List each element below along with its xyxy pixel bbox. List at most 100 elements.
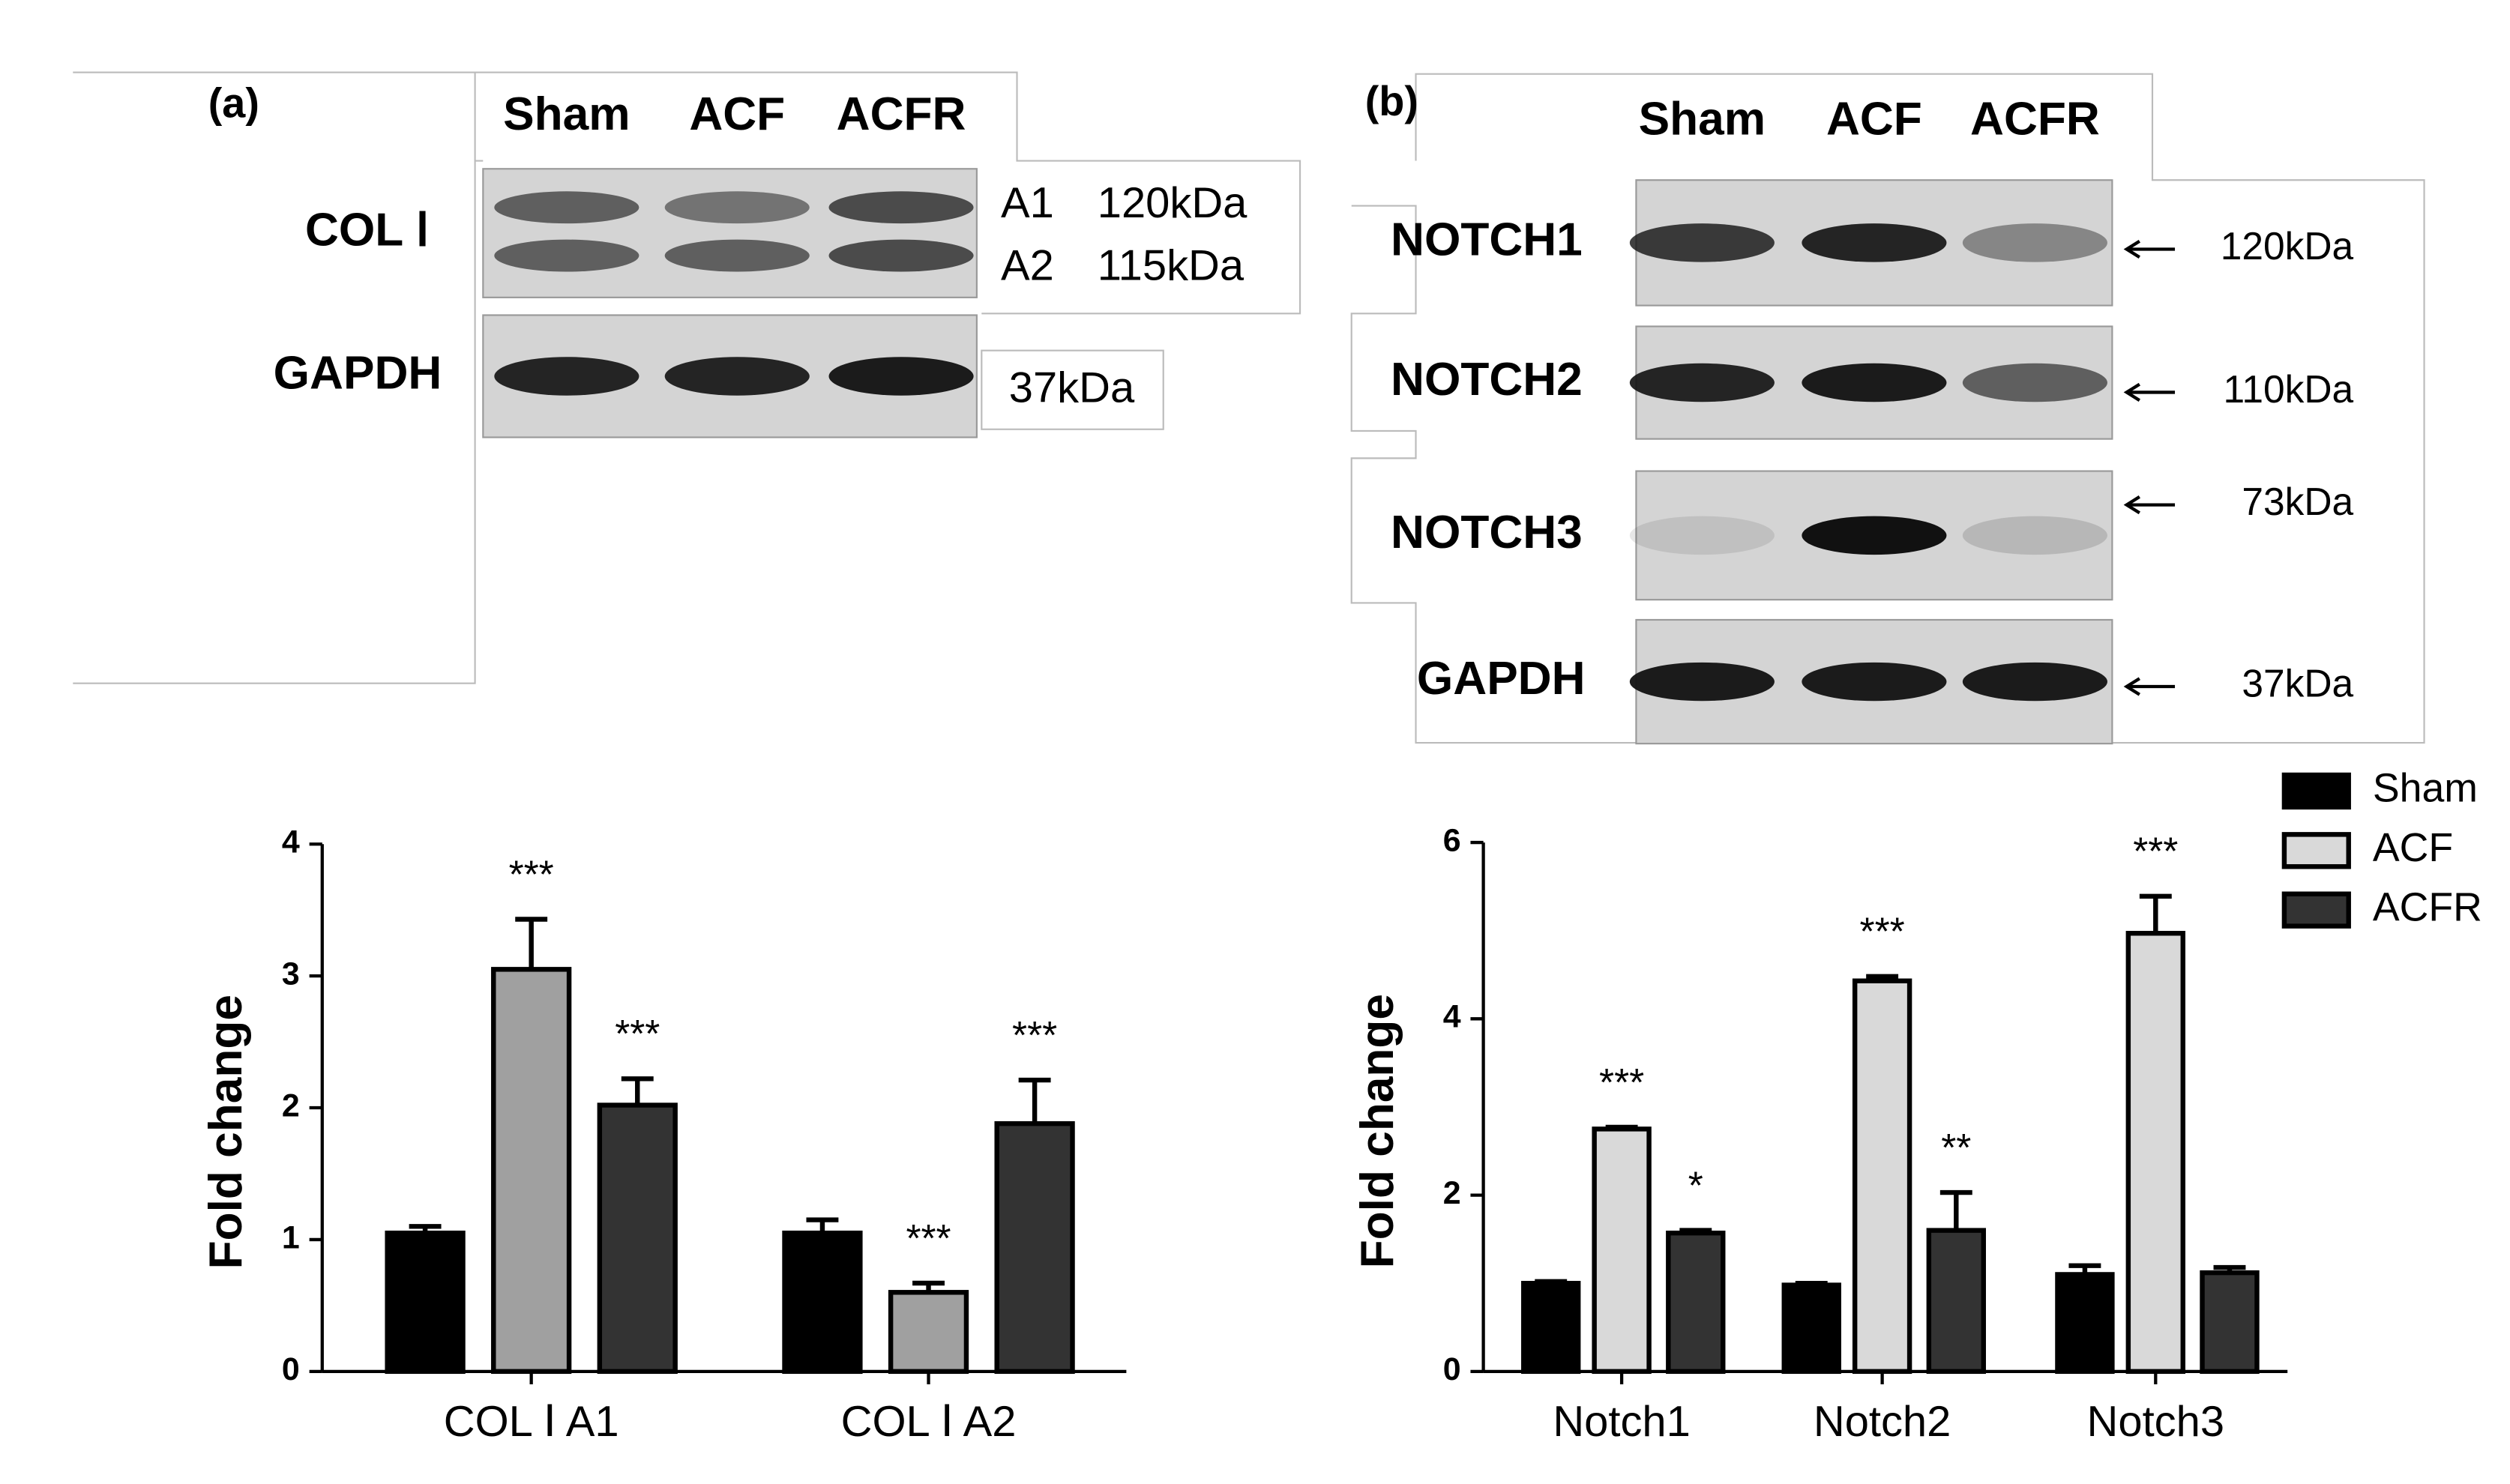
row-label: COL Ⅰ xyxy=(305,204,430,256)
size-label: 73kDa xyxy=(2242,480,2353,523)
blot-band xyxy=(494,357,639,396)
legend-swatch xyxy=(2281,891,2351,929)
bar xyxy=(597,1103,678,1375)
lane-label: ACFR xyxy=(1970,93,2100,145)
bar xyxy=(994,1120,1075,1375)
row-label: NOTCH2 xyxy=(1391,354,1583,405)
size-label: 120kDa xyxy=(2221,224,2354,268)
arrow-head xyxy=(2123,382,2140,402)
bar xyxy=(1781,1282,1841,1375)
significance: * xyxy=(1688,1163,1703,1207)
y-axis-label: Fold change xyxy=(200,995,252,1269)
blot-band xyxy=(1802,223,1947,262)
blot-band xyxy=(1962,223,2107,262)
significance: *** xyxy=(1860,910,1905,953)
blot-band xyxy=(828,239,974,272)
panel-label: (a) xyxy=(208,79,259,126)
legend-label: ACF xyxy=(2373,825,2453,870)
size-label: 110kDa xyxy=(2224,367,2354,411)
blot-band xyxy=(494,191,639,224)
blot-band xyxy=(1629,662,1775,702)
lane-label: ACF xyxy=(1826,93,1922,145)
row-label: NOTCH1 xyxy=(1391,214,1583,265)
y-tick-label: 0 xyxy=(1443,1351,1461,1387)
significance: *** xyxy=(615,1012,660,1055)
panel-outline xyxy=(73,160,476,684)
bar xyxy=(2125,931,2185,1375)
panel-outline xyxy=(1350,73,2425,744)
size-box xyxy=(981,349,1164,430)
y-tick-label: 2 xyxy=(1443,1175,1461,1211)
bar xyxy=(888,1290,969,1375)
blot-band xyxy=(1802,516,1947,555)
bar xyxy=(1852,978,1912,1375)
blot-band xyxy=(664,357,810,396)
y-tick-label: 2 xyxy=(282,1088,300,1123)
bar xyxy=(1926,1228,1986,1375)
blot-band xyxy=(1962,363,2107,402)
band-name: A2 xyxy=(1001,242,1054,290)
bar xyxy=(1521,1280,1581,1375)
panel-outline xyxy=(73,71,484,162)
blot-image xyxy=(482,168,978,298)
blot-band xyxy=(1802,662,1947,702)
y-tick-label: 6 xyxy=(1443,822,1461,858)
blot-band xyxy=(1629,223,1775,262)
y-tick-label: 0 xyxy=(282,1351,300,1387)
y-tick-label: 3 xyxy=(282,956,300,992)
blot-band xyxy=(828,191,974,224)
blot-band xyxy=(494,239,639,272)
legend-swatch xyxy=(2281,772,2351,810)
x-tick-label: Notch2 xyxy=(1814,1398,1951,1446)
arrow-head xyxy=(2123,239,2140,259)
blot-band xyxy=(1629,516,1775,555)
size-label: 120kDa xyxy=(1098,179,1248,227)
y-tick-label: 4 xyxy=(282,824,300,860)
legend-label: ACFR xyxy=(2373,884,2482,929)
arrow-head xyxy=(2123,495,2140,515)
lane-label: Sham xyxy=(1639,93,1766,145)
bar xyxy=(782,1230,863,1375)
bar xyxy=(2200,1270,2260,1375)
y-tick-label: 1 xyxy=(282,1219,300,1255)
significance: *** xyxy=(1012,1013,1057,1057)
legend-label: Sham xyxy=(2373,766,2478,811)
arrow-head xyxy=(2123,677,2140,696)
significance: *** xyxy=(2133,830,2178,873)
legend-swatch xyxy=(2281,832,2351,869)
size-label: 37kDa xyxy=(2242,662,2353,705)
blot-band xyxy=(1802,363,1947,402)
bar xyxy=(385,1230,466,1375)
lane-label: ACFR xyxy=(837,88,966,140)
x-tick-label: COL Ⅰ A1 xyxy=(444,1398,619,1446)
x-tick-label: COL Ⅰ A2 xyxy=(841,1398,1017,1446)
lane-label: ACF xyxy=(689,88,785,140)
bar xyxy=(491,967,572,1375)
row-label: GAPDH xyxy=(274,347,442,399)
size-label: 115kDa xyxy=(1098,242,1245,290)
blot-band xyxy=(1962,516,2107,555)
significance: *** xyxy=(906,1216,951,1260)
blot-band xyxy=(664,239,810,272)
panel-outline xyxy=(475,71,1301,315)
x-tick-label: Notch3 xyxy=(2087,1398,2224,1446)
bar xyxy=(2055,1272,2115,1375)
y-tick-label: 4 xyxy=(1443,999,1461,1035)
significance: *** xyxy=(509,852,554,896)
significance: ** xyxy=(1941,1126,1971,1169)
blot-band xyxy=(664,191,810,224)
bar xyxy=(1592,1126,1652,1375)
y-axis-label: Fold change xyxy=(1352,994,1403,1268)
row-label: NOTCH3 xyxy=(1391,507,1583,558)
panel-label: (b) xyxy=(1365,78,1418,124)
size-label: 37kDa xyxy=(1009,364,1135,412)
significance: *** xyxy=(1599,1061,1644,1104)
bar xyxy=(1666,1230,1726,1375)
lane-label: Sham xyxy=(503,88,630,140)
row-label: GAPDH xyxy=(1417,653,1586,705)
blot-band xyxy=(1629,363,1775,402)
blot-band xyxy=(828,357,974,396)
band-name: A1 xyxy=(1001,179,1054,227)
blot-band xyxy=(1962,662,2107,702)
